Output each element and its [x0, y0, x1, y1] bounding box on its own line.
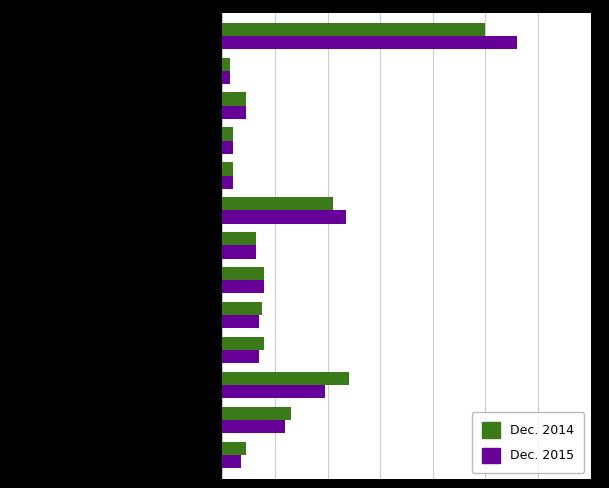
Bar	[222, 442, 246, 455]
Bar	[222, 420, 286, 433]
Bar	[222, 176, 233, 189]
Bar	[222, 267, 264, 280]
Bar	[222, 350, 259, 364]
Legend: Dec. 2014, Dec. 2015: Dec. 2014, Dec. 2015	[471, 412, 585, 473]
Bar	[222, 385, 325, 398]
Bar	[222, 58, 230, 71]
Bar	[222, 197, 333, 210]
Bar	[222, 315, 259, 328]
Bar	[222, 127, 233, 141]
Bar	[222, 245, 256, 259]
Bar	[222, 22, 485, 36]
Bar	[222, 106, 246, 119]
Bar	[222, 337, 264, 350]
Bar	[222, 455, 241, 468]
Bar	[222, 302, 262, 315]
Bar	[222, 92, 246, 106]
Bar	[222, 162, 233, 176]
Bar	[222, 232, 256, 245]
Bar	[222, 407, 290, 420]
Bar	[222, 372, 348, 385]
Bar	[222, 141, 233, 154]
Bar	[222, 36, 517, 49]
Bar	[222, 71, 230, 84]
Bar	[222, 280, 264, 293]
Bar	[222, 210, 346, 224]
